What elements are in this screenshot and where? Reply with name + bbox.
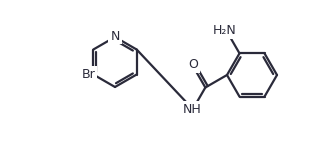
Text: H₂N: H₂N xyxy=(213,24,237,37)
Text: Br: Br xyxy=(81,68,95,81)
Text: NH: NH xyxy=(183,103,201,116)
Text: O: O xyxy=(188,58,198,71)
Text: N: N xyxy=(110,30,120,42)
